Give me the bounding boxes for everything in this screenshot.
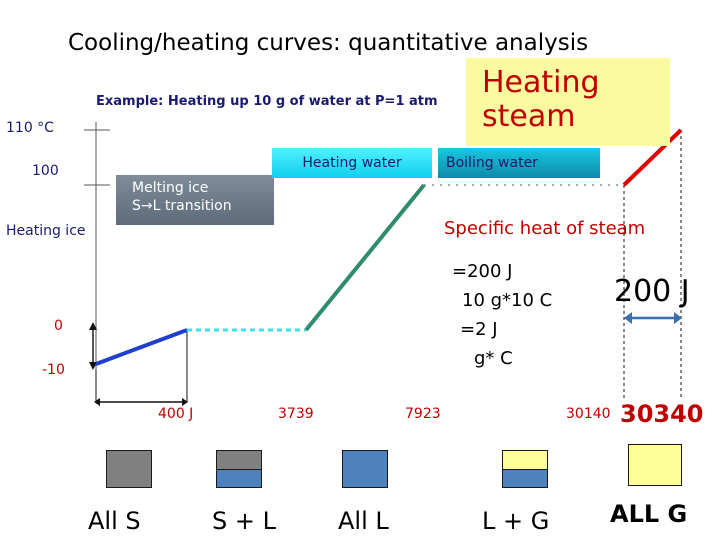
heat-span-arrow-left (94, 398, 100, 406)
melting-ice-box: Melting ice S→L transition (116, 175, 274, 225)
y-label-minus-10: -10 (42, 362, 65, 378)
y-label-110: 110 °C (6, 120, 54, 136)
melting-ice-label: Melting ice (132, 180, 209, 196)
heating-steam-label-line2: steam (482, 99, 576, 134)
melting-transition-label: S→L transition (132, 198, 232, 214)
specific-heat-label: Specific heat of steam (444, 218, 646, 239)
steam-energy-arrow-right (674, 312, 682, 324)
boiling-water-label: Boiling water (446, 155, 538, 171)
state-label-all-gas: ALL G (610, 500, 688, 528)
calc-line-4: g* C (474, 348, 513, 369)
steam-energy-value: 200 J (614, 274, 690, 309)
x-label-400: 400 J (158, 406, 194, 422)
segment-heating-steam (622, 128, 683, 187)
heating-water-box: Heating water (272, 148, 432, 178)
chart-subtitle: Example: Heating up 10 g of water at P=1… (96, 94, 438, 109)
page-title: Cooling/heating curves: quantitative ana… (68, 30, 589, 56)
x-label-30340: 30340 (620, 400, 704, 428)
calc-line-2: 10 g*10 C (462, 290, 553, 311)
steam-energy-arrow-left (624, 312, 632, 324)
temp-arrow-head-up (89, 322, 97, 330)
calc-line-1: =200 J (452, 261, 513, 282)
heating-ice-label: Heating ice (6, 223, 86, 239)
state-label-liquid-gas: L + G (482, 507, 550, 535)
heating-steam-box: Heating steam (466, 58, 670, 146)
calc-line-3: =2 J (460, 319, 498, 340)
state-all-gas-square (628, 444, 682, 486)
state-liquid-gas-square (502, 450, 548, 488)
state-solid-liquid-square (216, 450, 262, 488)
segment-heating-water (304, 183, 426, 332)
x-label-7923: 7923 (405, 406, 441, 422)
temp-arrow-head-down (89, 362, 97, 370)
heating-steam-label-line1: Heating (482, 65, 600, 100)
x-label-30140: 30140 (566, 406, 611, 422)
state-label-solid-liquid: S + L (212, 507, 276, 535)
state-label-all-liquid: All L (338, 507, 389, 535)
state-label-all-solid: All S (88, 507, 141, 535)
x-label-3739: 3739 (278, 406, 314, 422)
heating-water-label: Heating water (302, 155, 402, 171)
boiling-water-box: Boiling water (438, 148, 600, 178)
segment-heating-ice (95, 328, 188, 366)
heat-span-arrow-right (182, 398, 188, 406)
state-all-solid-square (106, 450, 152, 488)
state-all-liquid-square (342, 450, 388, 488)
y-label-100: 100 (32, 163, 59, 179)
y-label-0: 0 (54, 318, 63, 334)
